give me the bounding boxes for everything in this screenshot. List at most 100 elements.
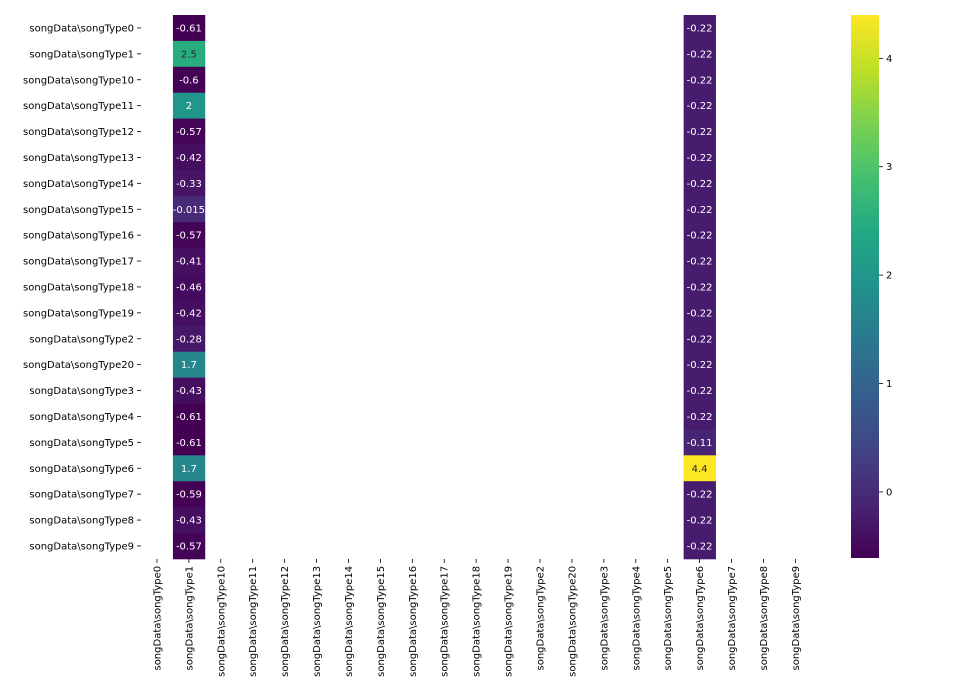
cell-value-label: -0.22: [687, 257, 713, 268]
x-tick-label: songData\songType6: [695, 566, 706, 671]
y-tick-label: songData\songType7: [29, 490, 134, 501]
cell-value-label: -0.22: [687, 412, 713, 423]
heatmap-cell: [683, 40, 716, 68]
cell-value-label: -0.22: [687, 23, 713, 34]
y-tick-label: songData\songType11: [23, 101, 134, 112]
heatmap-cell: [683, 507, 716, 534]
cell-value-label: -0.57: [176, 127, 202, 138]
cell-value-label: -0.22: [687, 49, 713, 60]
heatmap-cell: [172, 144, 206, 171]
heatmap-cell: [683, 533, 716, 560]
y-tick-label: songData\songType14: [23, 179, 134, 190]
y-tick-label: songData\songType19: [23, 308, 134, 319]
x-tick-label: songData\songType2: [536, 566, 547, 671]
y-tick-label: songData\songType0: [29, 23, 134, 34]
x-tick-label: songData\songType19: [504, 566, 515, 677]
heatmap-cell: [683, 196, 716, 223]
cell-value-label: -0.61: [176, 412, 202, 423]
x-tick-label: songData\songType20: [567, 566, 578, 677]
cell-value-label: -0.42: [176, 153, 202, 164]
heatmap-cell: [172, 429, 206, 456]
y-tick-label: songData\songType6: [29, 464, 134, 475]
x-tick-label: songData\songType11: [248, 566, 259, 677]
heatmap-cell: [683, 222, 716, 249]
cell-value-label: -0.22: [687, 127, 713, 138]
cell-value-label: -0.59: [176, 490, 202, 501]
cell-value-label: -0.22: [687, 75, 713, 86]
colorbar-tick-label: 2: [886, 271, 892, 282]
y-tick-label: songData\songType4: [29, 412, 134, 423]
heatmap-cell: [683, 403, 716, 430]
y-tick-label: songData\songType8: [29, 516, 134, 527]
cell-value-label: -0.6: [179, 75, 199, 86]
heatmap-cell: [172, 15, 206, 42]
colorbar-tick-label: 1: [886, 379, 892, 390]
cell-value-label: -0.22: [687, 541, 713, 552]
cell-value-label: 1.7: [181, 360, 197, 371]
heatmap-cell: [683, 66, 716, 94]
cell-value-label: -0.28: [176, 334, 202, 345]
heatmap-cell: [683, 429, 716, 456]
cell-value-label: -0.61: [176, 438, 202, 449]
colorbar-tick-label: 0: [886, 487, 892, 498]
cell-value-label: -0.41: [176, 257, 202, 268]
cell-value-label: -0.22: [687, 205, 713, 216]
cell-value-label: -0.22: [687, 231, 713, 242]
y-tick-label: songData\songType20: [23, 360, 134, 371]
heatmap-cell: [172, 507, 206, 534]
cell-value-label: -0.43: [176, 386, 202, 397]
cell-value-label: -0.22: [687, 282, 713, 293]
heatmap-cell: [683, 274, 716, 301]
y-tick-label: songData\songType5: [29, 438, 134, 449]
heatmap-cell-labels: -0.61 2.5 -0.6 2 -0.57 -0.42 -0.33 -0.015 -0.57 -…: [173, 23, 713, 552]
heatmap-cell: [683, 15, 716, 42]
colorbar-tick-label: 3: [886, 162, 892, 173]
y-tick-label: songData\songType16: [23, 231, 134, 242]
cell-value-label: -0.33: [176, 179, 202, 190]
heatmap-cell: [172, 403, 206, 430]
cell-value-label: -0.22: [687, 490, 713, 501]
cell-value-label: -0.43: [176, 516, 202, 527]
heatmap-cell: [683, 351, 716, 378]
x-tick-label: songData\songType16: [408, 566, 419, 677]
x-axis: songData\songType0 songData\songType1 song…: [152, 558, 802, 677]
y-tick-label: songData\songType18: [23, 282, 134, 293]
heatmap-cell: [172, 40, 206, 68]
cell-value-label: -0.22: [687, 153, 713, 164]
colorbar-ticks: 0 1 2 3 4: [879, 54, 892, 498]
y-tick-label: songData\songType10: [23, 75, 134, 86]
cell-value-label: -0.22: [687, 179, 713, 190]
x-tick-label: songData\songType7: [727, 566, 738, 671]
heatmap-cell: [172, 196, 206, 223]
cell-value-label: -0.57: [176, 231, 202, 242]
cell-value-label: 2.5: [181, 49, 197, 60]
y-axis: songData\songType0 songData\songType1 song…: [23, 23, 141, 552]
heatmap-cell: [683, 144, 716, 171]
colorbar-gradient: [851, 15, 879, 558]
x-tick-label: songData\songType5: [663, 566, 674, 671]
heatmap-cell: [683, 299, 716, 327]
x-tick-label: songData\songType4: [631, 566, 642, 671]
cell-value-label: -0.57: [176, 541, 202, 552]
y-tick-label: songData\songType2: [29, 334, 134, 345]
x-tick-label: songData\songType15: [376, 566, 387, 677]
x-tick-label: songData\songType17: [440, 566, 451, 677]
heatmap-cell: [683, 455, 716, 482]
heatmap-cell: [683, 325, 716, 353]
x-tick-label: songData\songType13: [312, 566, 323, 677]
heatmap-cell: [683, 170, 716, 197]
heatmap-cell: [172, 299, 206, 327]
x-tick-label: songData\songType8: [759, 566, 770, 671]
cell-value-label: 4.4: [692, 464, 708, 475]
x-tick-label: songData\songType18: [472, 566, 483, 677]
y-tick-label: songData\songType15: [23, 205, 134, 216]
heatmap-cell: [172, 481, 206, 508]
heatmap-cell: [683, 92, 716, 119]
cell-value-label: 2: [186, 101, 192, 112]
heatmap-cell: [172, 118, 206, 145]
x-tick-label: songData\songType9: [791, 566, 802, 671]
x-tick-label: songData\songType1: [184, 566, 195, 671]
heatmap-cell: [172, 274, 206, 301]
heatmap-cells: [172, 15, 716, 560]
